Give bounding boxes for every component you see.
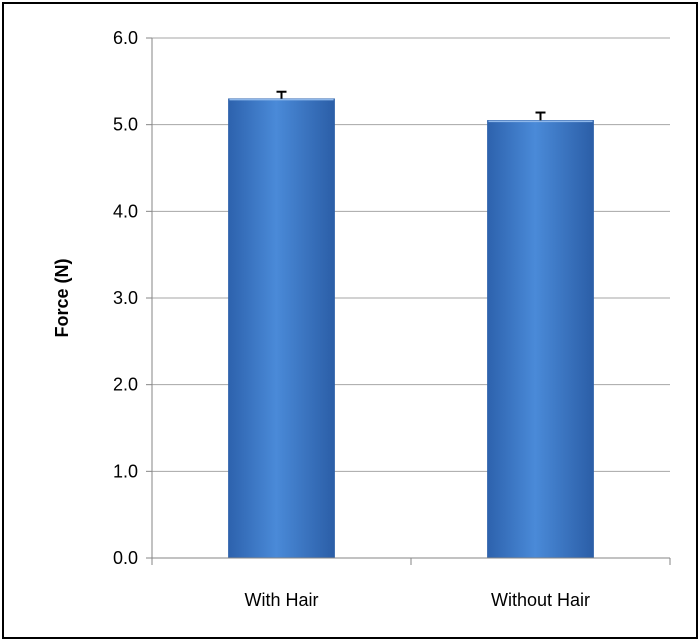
bars [228,90,594,559]
y-tick-label: 5.0 [113,115,138,135]
axes [146,37,671,565]
tick-labels: 0.0 1.0 2.0 3.0 4.0 5.0 6.0 With Hair Without Ha… [113,28,590,610]
y-tick-label: 0.0 [113,548,138,568]
y-tick-label: 3.0 [113,288,138,308]
bar [487,120,594,559]
y-axis-title: Force (N) [52,258,72,337]
x-tick-label: With Hair [244,590,318,610]
y-tick-label: 2.0 [113,375,138,395]
bar-chart: 0.0 1.0 2.0 3.0 4.0 5.0 6.0 With Hair Without Ha… [52,28,671,610]
y-tick-label: 4.0 [113,201,138,221]
bar [228,98,335,559]
y-tick-label: 6.0 [113,28,138,48]
y-tick-label: 1.0 [113,461,138,481]
x-tick-label: Without Hair [491,590,590,610]
